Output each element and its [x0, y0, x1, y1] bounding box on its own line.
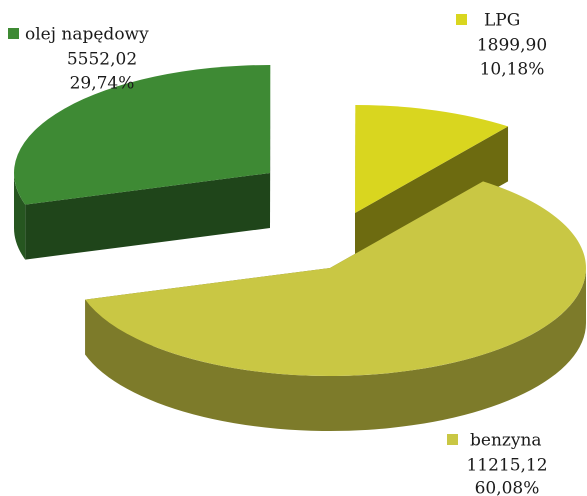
- value-label: 11215,12: [466, 456, 547, 476]
- value-label: 1899,90: [477, 36, 547, 56]
- label-lpg: LPG 1899,90 10,18%: [456, 11, 547, 80]
- value-label: 5552,02: [67, 50, 137, 70]
- legend-swatch: [447, 434, 458, 445]
- percent-label: 10,18%: [480, 60, 545, 80]
- slice-top: [13, 65, 271, 205]
- slice-top: [85, 181, 587, 376]
- slice: [85, 181, 587, 432]
- slice: [13, 65, 271, 260]
- legend-label: LPG: [484, 11, 520, 31]
- legend-swatch: [8, 28, 19, 39]
- legend-label: olej napędowy: [25, 25, 149, 45]
- slice-top: [355, 105, 509, 213]
- legend-swatch: [456, 14, 467, 25]
- slice-wall: [85, 268, 587, 432]
- slice-cut-face: [25, 173, 271, 260]
- label-olej: olej napędowy 5552,02 29,74%: [8, 25, 149, 94]
- legend-label: benzyna: [470, 431, 542, 451]
- pie: [13, 65, 587, 432]
- label-benzyna: benzyna 11215,12 60,08%: [447, 431, 548, 496]
- slice-wall: [14, 173, 26, 260]
- percent-label: 29,74%: [70, 74, 135, 94]
- percent-label: 60,08%: [475, 479, 540, 496]
